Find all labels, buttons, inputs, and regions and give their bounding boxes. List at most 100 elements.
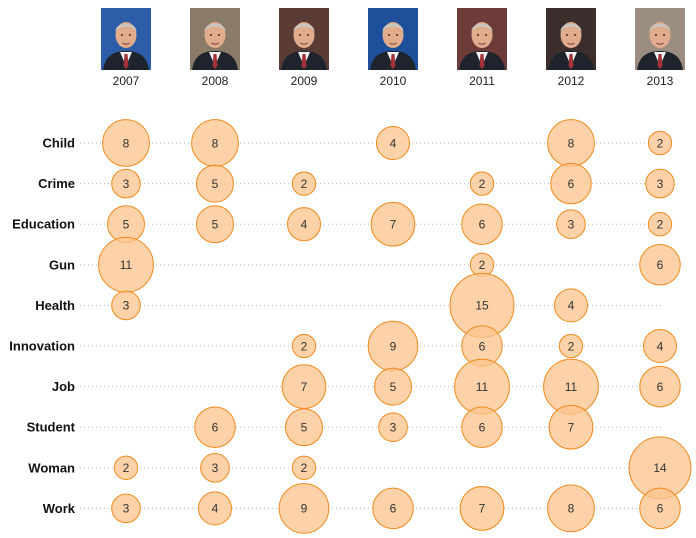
bubble-education-2012[interactable] bbox=[556, 209, 586, 240]
bubble-value-health-2007: 3 bbox=[123, 299, 130, 313]
row-label-education: Education bbox=[12, 217, 75, 232]
bubble-value-child-2007: 8 bbox=[123, 136, 130, 150]
bubble-education-2009[interactable] bbox=[286, 207, 322, 242]
row-label-work: Work bbox=[43, 501, 76, 516]
bubble-woman-2007[interactable] bbox=[113, 455, 139, 480]
bubble-value-child-2010: 4 bbox=[390, 136, 397, 150]
bubble-value-education-2012: 3 bbox=[568, 218, 575, 232]
bubble-value-crime-2013: 3 bbox=[657, 177, 664, 191]
bubble-value-innovation-2012: 2 bbox=[568, 339, 575, 353]
bubble-value-woman-2008: 3 bbox=[212, 461, 219, 475]
speaker-portrait-icon bbox=[457, 8, 507, 70]
bubble-value-education-2009: 4 bbox=[301, 218, 308, 232]
bubble-crime-2007[interactable] bbox=[111, 168, 141, 199]
bubble-work-2010[interactable] bbox=[372, 487, 414, 530]
year-label-2009: 2009 bbox=[291, 74, 318, 88]
bubble-student-2009[interactable] bbox=[285, 408, 323, 447]
bubble-gun-2013[interactable] bbox=[639, 244, 681, 286]
bubble-crime-2008[interactable] bbox=[196, 164, 234, 203]
bubble-education-2008[interactable] bbox=[196, 205, 234, 244]
bubble-value-student-2010: 3 bbox=[390, 421, 397, 435]
bubble-value-work-2008: 4 bbox=[212, 502, 219, 516]
bubble-education-2013[interactable] bbox=[647, 212, 673, 237]
year-label-2010: 2010 bbox=[380, 74, 407, 88]
row-label-job: Job bbox=[52, 379, 75, 394]
bubble-innovation-2012[interactable] bbox=[558, 333, 584, 359]
bubble-child-2010[interactable] bbox=[375, 125, 411, 161]
bubble-work-2009[interactable] bbox=[278, 483, 330, 534]
bubble-student-2011[interactable] bbox=[461, 406, 503, 448]
bubble-work-2011[interactable] bbox=[459, 486, 505, 531]
bubble-woman-2008[interactable] bbox=[200, 452, 230, 483]
bubble-value-work-2011: 7 bbox=[479, 502, 486, 516]
year-label-2008: 2008 bbox=[202, 74, 229, 88]
bubble-innovation-2009[interactable] bbox=[291, 333, 317, 359]
bubble-crime-2012[interactable] bbox=[550, 162, 592, 205]
bubble-job-2013[interactable] bbox=[639, 365, 681, 408]
bubble-value-innovation-2013: 4 bbox=[657, 339, 664, 353]
bubble-crime-2009[interactable] bbox=[291, 171, 317, 196]
speaker-portrait-icon bbox=[546, 8, 596, 70]
bubble-value-woman-2007: 2 bbox=[123, 461, 130, 475]
bubble-value-job-2010: 5 bbox=[390, 380, 397, 394]
year-label-2011: 2011 bbox=[469, 74, 495, 88]
bubble-value-education-2007: 5 bbox=[123, 218, 130, 232]
bubble-value-woman-2013: 14 bbox=[653, 461, 667, 475]
speaker-portrait-icon bbox=[635, 8, 685, 70]
bubble-value-crime-2007: 3 bbox=[123, 177, 130, 191]
bubble-value-gun-2013: 6 bbox=[657, 258, 664, 272]
bubble-child-2007[interactable] bbox=[102, 119, 150, 167]
bubble-work-2007[interactable] bbox=[111, 493, 141, 524]
bubble-value-gun-2011: 2 bbox=[479, 258, 486, 272]
year-label-2012: 2012 bbox=[558, 74, 585, 88]
bubble-value-job-2009: 7 bbox=[301, 380, 308, 394]
bubble-value-job-2011: 11 bbox=[476, 380, 489, 394]
bubble-value-education-2008: 5 bbox=[212, 218, 219, 232]
bubble-value-crime-2012: 6 bbox=[568, 177, 575, 191]
row-label-woman: Woman bbox=[28, 460, 75, 475]
bubble-health-2007[interactable] bbox=[111, 290, 141, 321]
bubble-value-education-2011: 6 bbox=[479, 218, 486, 232]
bubble-value-innovation-2010: 9 bbox=[390, 339, 397, 353]
bubble-work-2008[interactable] bbox=[197, 491, 233, 526]
bubble-student-2008[interactable] bbox=[194, 406, 236, 448]
speaker-portrait-icon bbox=[279, 8, 329, 70]
bubble-value-work-2010: 6 bbox=[390, 502, 397, 516]
row-label-innovation: Innovation bbox=[9, 339, 75, 354]
bubble-value-education-2010: 7 bbox=[390, 218, 397, 232]
year-label-2007: 2007 bbox=[113, 74, 140, 88]
bubble-value-work-2009: 9 bbox=[301, 502, 308, 516]
bubble-value-student-2009: 5 bbox=[301, 421, 308, 435]
bubble-value-job-2012: 11 bbox=[565, 380, 578, 394]
bubble-innovation-2013[interactable] bbox=[642, 328, 678, 364]
bubble-value-work-2013: 6 bbox=[657, 502, 664, 516]
bubble-woman-2009[interactable] bbox=[291, 455, 317, 480]
bubble-health-2012[interactable] bbox=[553, 288, 589, 323]
row-label-gun: Gun bbox=[49, 257, 75, 272]
bubble-student-2010[interactable] bbox=[378, 412, 408, 443]
bubble-student-2012[interactable] bbox=[548, 404, 594, 450]
row-label-health: Health bbox=[35, 298, 75, 313]
bubble-work-2012[interactable] bbox=[547, 484, 595, 533]
row-label-child: Child bbox=[43, 136, 76, 151]
bubble-value-education-2013: 2 bbox=[657, 218, 664, 232]
bubble-value-innovation-2009: 2 bbox=[301, 339, 308, 353]
speaker-portrait-icon bbox=[368, 8, 418, 70]
bubble-education-2011[interactable] bbox=[461, 203, 503, 245]
bubble-work-2013[interactable] bbox=[639, 487, 681, 530]
bubble-value-child-2012: 8 bbox=[568, 136, 575, 150]
bubble-child-2013[interactable] bbox=[647, 130, 673, 156]
bubble-value-student-2011: 6 bbox=[479, 421, 486, 435]
bubble-value-health-2012: 4 bbox=[568, 299, 575, 313]
bubble-crime-2013[interactable] bbox=[645, 168, 675, 199]
bubble-education-2010[interactable] bbox=[370, 201, 416, 247]
bubble-job-2010[interactable] bbox=[374, 367, 412, 406]
speaker-portrait-icon bbox=[190, 8, 240, 70]
bubble-crime-2011[interactable] bbox=[469, 171, 495, 196]
bubble-value-innovation-2011: 6 bbox=[479, 339, 486, 353]
bubble-value-child-2013: 2 bbox=[657, 136, 664, 150]
bubble-value-crime-2009: 2 bbox=[301, 177, 308, 191]
row-label-crime: Crime bbox=[38, 176, 75, 191]
